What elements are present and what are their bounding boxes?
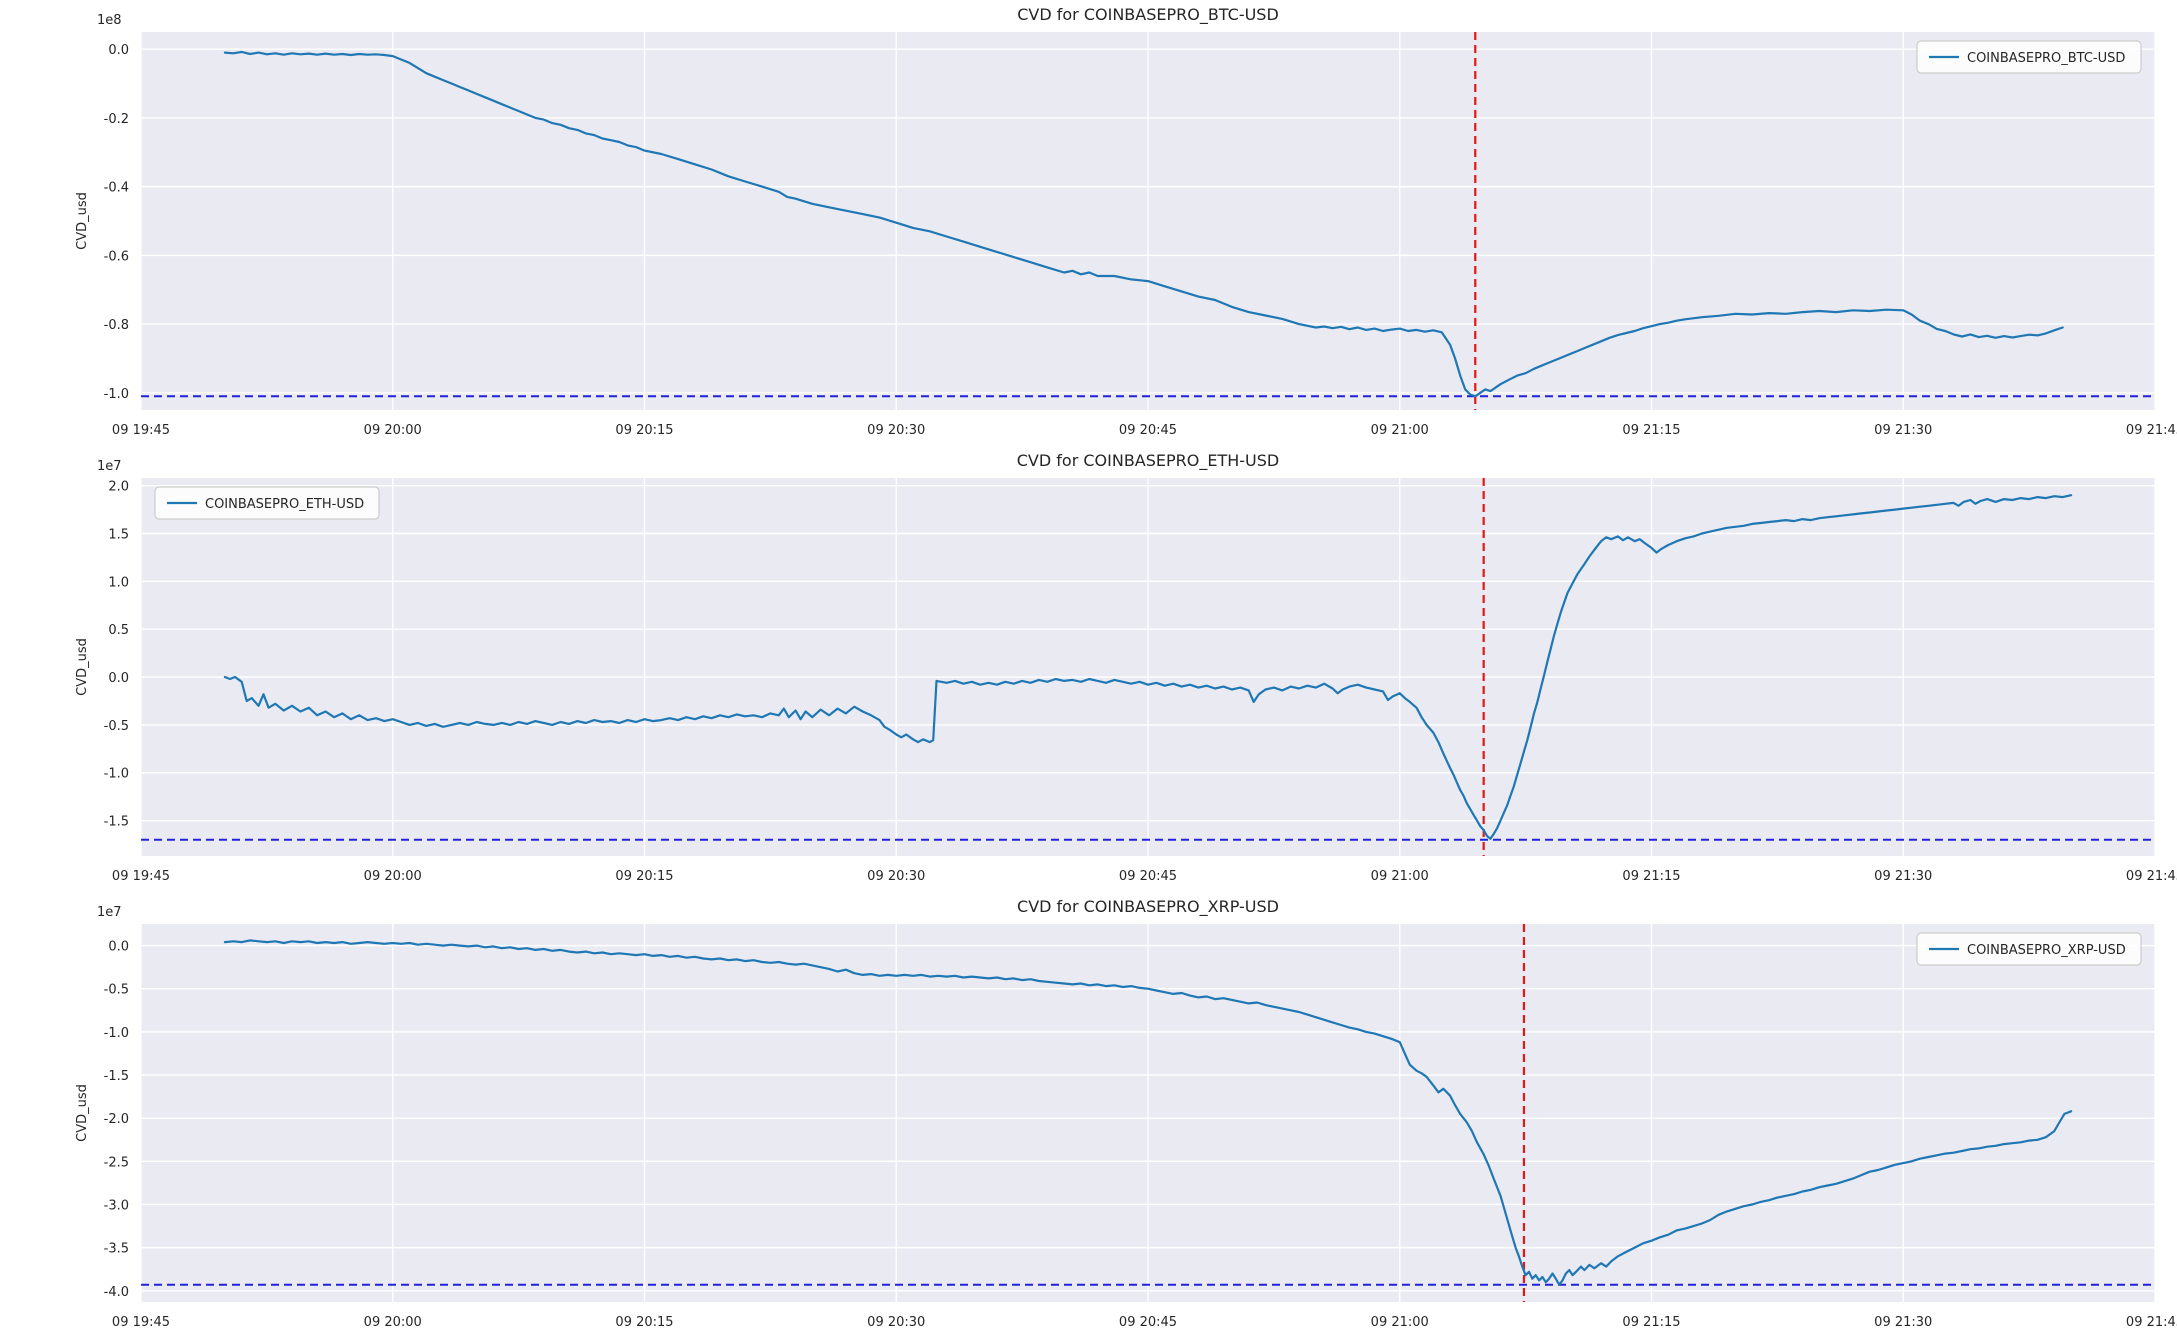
x-tick-label: 09 20:00 [364,423,422,438]
y-axis-scale-factor: 1e7 [97,459,122,474]
y-tick-label: -0.5 [104,719,129,734]
x-tick-label: 09 21:45 [2126,423,2177,438]
y-tick-label: -0.6 [104,249,129,264]
y-tick-label: 0.0 [108,940,129,955]
y-tick-label: 0.0 [108,671,129,686]
x-tick-label: 09 20:45 [1119,423,1177,438]
y-tick-label: -2.5 [104,1155,129,1170]
x-tick-label: 09 21:30 [1874,869,1932,884]
x-tick-label: 09 21:00 [1371,423,1429,438]
y-tick-label: -2.0 [104,1112,129,1127]
legend-label: COINBASEPRO_BTC-USD [1967,51,2125,66]
y-axis-label: CVD_usd [75,192,90,250]
x-tick-label: 09 20:45 [1119,869,1177,884]
x-tick-label: 09 21:45 [2126,1315,2177,1330]
x-tick-label: 09 19:45 [112,423,170,438]
cvd-chart-btc-usd: 09 19:45 09 20:00 09 20:15 09 20:30 09 20:45… [75,5,2177,438]
x-tick-label: 09 20:30 [867,1315,925,1330]
x-tick-label: 09 20:15 [615,423,673,438]
y-tick-label: -1.5 [104,1069,129,1084]
x-tick-label: 09 21:15 [1622,1315,1680,1330]
x-tick-label: 09 21:30 [1874,1315,1932,1330]
cvd-chart-xrp-usd: 09 19:45 09 20:00 09 20:15 09 20:30 09 20:45… [75,897,2177,1330]
chart-title: CVD for COINBASEPRO_BTC-USD [1017,5,1279,25]
y-tick-label: -0.2 [104,112,129,127]
y-tick-label: 0.5 [108,623,129,638]
cvd-line [223,50,2064,398]
y-axis-label: CVD_usd [75,638,90,696]
chart-block-eth: 09 19:45 09 20:00 09 20:15 09 20:30 09 20:45… [0,446,2177,892]
x-tick-label: 09 20:30 [867,423,925,438]
x-tick-label: 09 21:00 [1371,869,1429,884]
legend-label: COINBASEPRO_XRP-USD [1967,943,2126,958]
chart-title: CVD for COINBASEPRO_ETH-USD [1017,451,1279,471]
plot-area: 09 19:45 09 20:00 09 20:15 09 20:30 09 20:45… [104,478,2177,884]
y-tick-label: -0.5 [104,983,129,998]
legend-label: COINBASEPRO_ETH-USD [205,497,364,512]
x-tick-label: 09 20:30 [867,869,925,884]
y-axis-scale-factor: 1e8 [97,13,122,28]
plot-area: 09 19:45 09 20:00 09 20:15 09 20:30 09 20:45… [104,32,2177,438]
x-tick-label: 09 20:15 [615,1315,673,1330]
y-tick-label: -1.5 [104,815,129,830]
x-tick-label: 09 21:45 [2126,869,2177,884]
x-tick-label: 09 20:00 [364,869,422,884]
cvd-line [223,494,2073,840]
x-tick-label: 09 19:45 [112,1315,170,1330]
y-axis-scale-factor: 1e7 [97,905,122,920]
y-tick-label: 0.0 [108,43,129,58]
cvd-line [223,939,2073,1286]
y-tick-label: -3.0 [104,1198,129,1213]
x-tick-label: 09 21:00 [1371,1315,1429,1330]
y-tick-label: -1.0 [104,387,129,402]
x-tick-label: 09 20:15 [615,869,673,884]
y-tick-label: -1.0 [104,767,129,782]
x-tick-label: 09 20:00 [364,1315,422,1330]
y-tick-label: -0.8 [104,318,129,333]
x-tick-label: 09 19:45 [112,869,170,884]
y-tick-label: -3.5 [104,1242,129,1257]
chart-title: CVD for COINBASEPRO_XRP-USD [1017,897,1279,917]
legend-box [1916,932,2142,966]
x-tick-label: 09 21:30 [1874,423,1932,438]
legend-box [1916,40,2142,74]
x-tick-label: 09 21:15 [1622,423,1680,438]
chart-block-xrp: 09 19:45 09 20:00 09 20:15 09 20:30 09 20:45… [0,892,2177,1338]
y-tick-label: 1.0 [108,575,129,590]
legend-box [154,486,380,520]
y-tick-label: -1.0 [104,1026,129,1041]
cvd-chart-eth-usd: 09 19:45 09 20:00 09 20:15 09 20:30 09 20:45… [75,451,2177,884]
y-tick-label: -4.0 [104,1285,129,1300]
chart-block-btc: 09 19:45 09 20:00 09 20:15 09 20:30 09 20:45… [0,0,2177,446]
y-tick-label: 2.0 [108,480,129,495]
x-tick-label: 09 21:15 [1622,869,1680,884]
y-axis-label: CVD_usd [75,1084,90,1142]
plot-area: 09 19:45 09 20:00 09 20:15 09 20:30 09 20:45… [104,924,2177,1330]
y-tick-label: 1.5 [108,528,129,543]
y-tick-label: -0.4 [104,181,129,196]
x-tick-label: 09 20:45 [1119,1315,1177,1330]
